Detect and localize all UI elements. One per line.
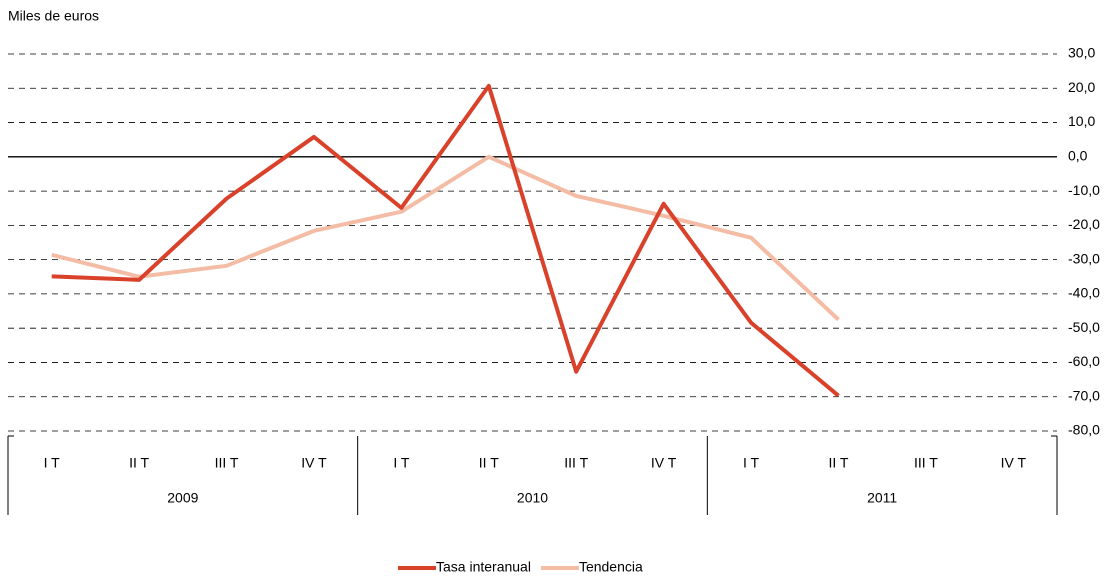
group-label: 2010 bbox=[517, 490, 548, 506]
series-line bbox=[51, 154, 840, 322]
group-label: 2009 bbox=[167, 490, 198, 506]
y-tick-label: -40,0 bbox=[1068, 285, 1100, 301]
x-tick-label: II T bbox=[479, 455, 499, 471]
y-tick-label: -10,0 bbox=[1068, 182, 1100, 198]
x-tick-label: III T bbox=[564, 455, 588, 471]
x-tick-label: I T bbox=[743, 455, 760, 471]
y-tick-label: -50,0 bbox=[1068, 319, 1100, 335]
x-tick-label: IV T bbox=[651, 455, 677, 471]
x-tick-label: IV T bbox=[301, 455, 327, 471]
legend-label: Tendencia bbox=[579, 559, 643, 575]
series-line bbox=[51, 83, 840, 398]
y-tick-label: 20,0 bbox=[1068, 79, 1095, 95]
y-tick-label: 10,0 bbox=[1068, 113, 1095, 129]
x-tick-label: II T bbox=[828, 455, 848, 471]
x-tick-label: II T bbox=[129, 455, 149, 471]
y-tick-label: 0,0 bbox=[1068, 148, 1088, 164]
legend-label: Tasa interanual bbox=[436, 559, 531, 575]
y-tick-label: 30,0 bbox=[1068, 45, 1095, 61]
y-tick-label: -20,0 bbox=[1068, 216, 1100, 232]
y-axis-label: Miles de euros bbox=[8, 8, 99, 24]
x-tick-label: IV T bbox=[1001, 455, 1027, 471]
y-tick-label: -60,0 bbox=[1068, 353, 1100, 369]
y-tick-label: -80,0 bbox=[1068, 422, 1100, 438]
x-tick-label: I T bbox=[44, 455, 61, 471]
y-tick-label: -30,0 bbox=[1068, 250, 1100, 266]
x-tick-label: III T bbox=[215, 455, 239, 471]
x-tick-label: III T bbox=[914, 455, 938, 471]
x-tick-label: I T bbox=[393, 455, 410, 471]
group-label: 2011 bbox=[867, 490, 897, 506]
y-tick-label: -70,0 bbox=[1068, 387, 1100, 403]
